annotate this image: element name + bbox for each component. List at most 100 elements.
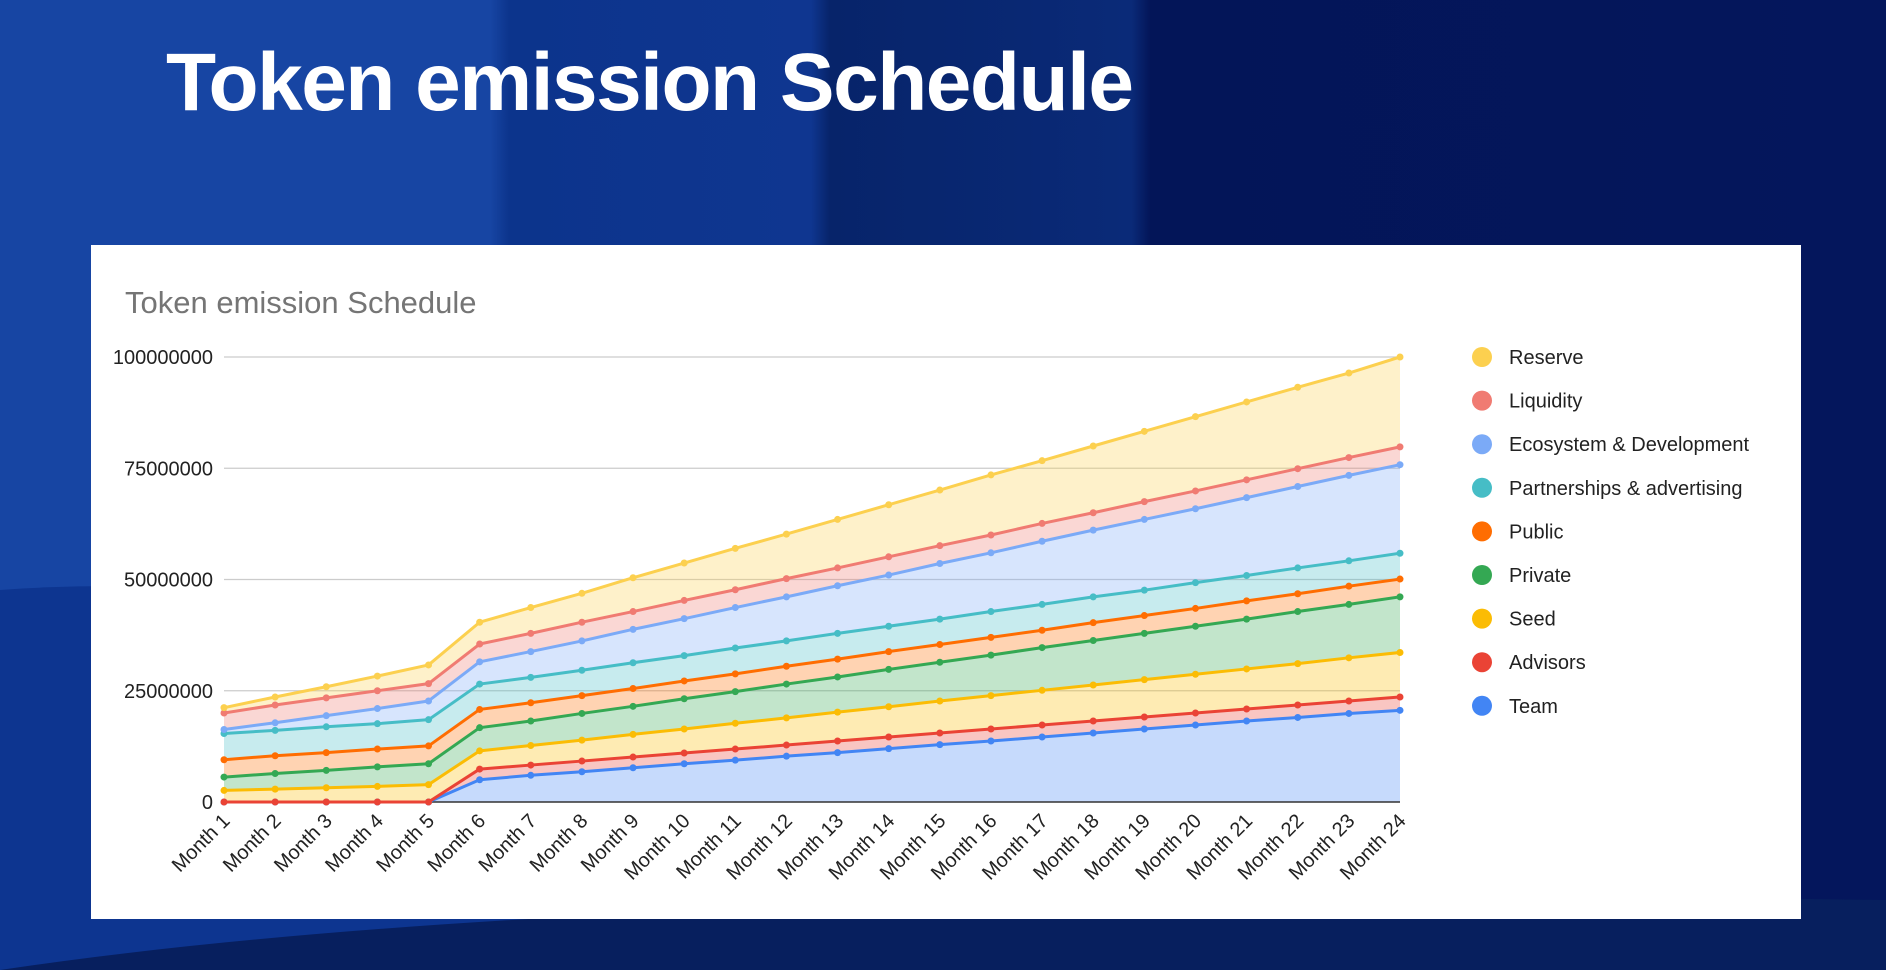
point-ecosystem-development: [731, 604, 739, 612]
point-partnerships-advertising: [1345, 557, 1353, 565]
point-team: [1294, 713, 1302, 721]
point-ecosystem-development: [1294, 482, 1302, 490]
point-partnerships-advertising: [527, 673, 535, 681]
point-seed: [322, 784, 330, 792]
point-public: [373, 745, 381, 753]
point-advisors: [629, 753, 637, 761]
point-public: [1396, 575, 1404, 583]
point-seed: [425, 781, 433, 789]
point-partnerships-advertising: [322, 723, 330, 731]
legend-item-label: Advisors: [1509, 652, 1586, 674]
point-reserve: [629, 574, 637, 582]
y-tick-label: 75000000: [124, 458, 213, 480]
point-team: [782, 752, 790, 760]
point-reserve: [1191, 413, 1199, 421]
point-seed: [680, 725, 688, 733]
point-team: [527, 771, 535, 779]
point-advisors: [1294, 701, 1302, 709]
point-seed: [834, 708, 842, 716]
point-liquidity: [834, 564, 842, 572]
point-public: [936, 640, 944, 648]
slide-title: Token emission Schedule: [166, 37, 1134, 128]
legend-swatch: [1472, 652, 1492, 673]
point-ecosystem-development: [271, 719, 279, 727]
point-advisors: [527, 761, 535, 769]
area-reserve: [224, 357, 1400, 713]
point-team: [1396, 706, 1404, 714]
point-reserve: [373, 672, 381, 680]
point-reserve: [1396, 353, 1404, 361]
point-private: [373, 763, 381, 771]
point-private: [578, 709, 586, 717]
point-team: [1191, 721, 1199, 729]
y-tick-label: 100000000: [113, 347, 213, 369]
point-private: [425, 760, 433, 768]
point-advisors: [1140, 713, 1148, 721]
legend-item-label: Private: [1509, 565, 1571, 587]
point-public: [1089, 619, 1097, 627]
point-private: [1140, 629, 1148, 637]
point-reserve: [1089, 442, 1097, 450]
point-private: [1243, 615, 1251, 623]
point-team: [476, 776, 484, 784]
point-private: [527, 717, 535, 725]
point-reserve: [834, 515, 842, 523]
legend-item-label: Public: [1509, 521, 1563, 543]
point-partnerships-advertising: [1294, 564, 1302, 572]
area-public: [224, 579, 1400, 778]
point-advisors: [782, 741, 790, 749]
point-seed: [1294, 660, 1302, 668]
y-tick-label: 50000000: [124, 570, 213, 592]
point-partnerships-advertising: [629, 659, 637, 667]
point-public: [834, 655, 842, 663]
point-liquidity: [271, 701, 279, 709]
point-team: [1089, 729, 1097, 737]
legend-swatch: [1472, 434, 1492, 455]
point-seed: [731, 719, 739, 727]
point-public: [987, 633, 995, 641]
point-advisors: [834, 737, 842, 745]
point-partnerships-advertising: [271, 726, 279, 734]
point-liquidity: [629, 608, 637, 616]
point-team: [731, 756, 739, 764]
line-private: [223, 595, 1401, 779]
area-liquidity: [224, 446, 1400, 730]
point-ecosystem-development: [885, 571, 893, 579]
point-public: [1294, 590, 1302, 598]
point-public: [527, 699, 535, 707]
point-liquidity: [1089, 509, 1097, 517]
point-partnerships-advertising: [885, 622, 893, 630]
point-liquidity: [987, 531, 995, 539]
point-public: [1345, 582, 1353, 590]
point-liquidity: [1396, 443, 1404, 451]
point-reserve: [1243, 398, 1251, 406]
point-team: [680, 760, 688, 768]
point-advisors: [1243, 705, 1251, 713]
point-seed: [987, 692, 995, 700]
point-seed: [1243, 665, 1251, 673]
point-partnerships-advertising: [425, 716, 433, 724]
point-team: [834, 749, 842, 757]
point-team: [885, 745, 893, 753]
point-reserve: [220, 704, 228, 712]
point-advisors: [936, 729, 944, 737]
line-liquidity: [223, 445, 1401, 715]
point-reserve: [1294, 383, 1302, 391]
point-advisors: [1191, 709, 1199, 717]
point-private: [1038, 644, 1046, 652]
point-seed: [629, 730, 637, 738]
point-reserve: [322, 683, 330, 691]
point-private: [476, 724, 484, 732]
point-team: [1243, 717, 1251, 725]
point-partnerships-advertising: [476, 680, 484, 688]
point-reserve: [425, 661, 433, 669]
point-reserve: [1345, 369, 1353, 377]
legend-swatch: [1472, 477, 1492, 498]
point-reserve: [731, 544, 739, 552]
point-seed: [885, 703, 893, 711]
point-reserve: [1038, 457, 1046, 465]
point-seed: [220, 786, 228, 794]
stacked-area-chart: Token emission Schedule 0 25000000 5000000…: [113, 285, 1750, 885]
point-ecosystem-development: [1345, 471, 1353, 479]
point-private: [220, 773, 228, 781]
